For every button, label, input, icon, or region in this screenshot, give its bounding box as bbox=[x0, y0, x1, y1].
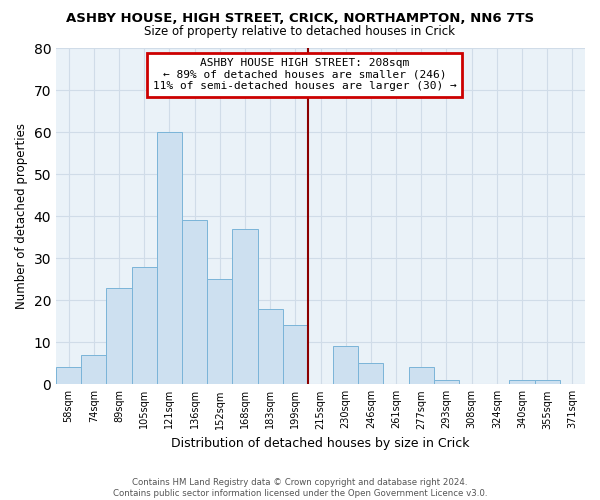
Bar bbox=[535, 380, 560, 384]
Bar bbox=[358, 364, 383, 384]
Bar bbox=[131, 266, 157, 384]
Bar bbox=[333, 346, 358, 385]
Bar bbox=[434, 380, 459, 384]
Bar bbox=[207, 279, 232, 384]
Bar bbox=[509, 380, 535, 384]
Bar bbox=[106, 288, 131, 384]
Bar bbox=[232, 229, 257, 384]
X-axis label: Distribution of detached houses by size in Crick: Distribution of detached houses by size … bbox=[171, 437, 470, 450]
Bar bbox=[257, 308, 283, 384]
Text: ASHBY HOUSE, HIGH STREET, CRICK, NORTHAMPTON, NN6 7TS: ASHBY HOUSE, HIGH STREET, CRICK, NORTHAM… bbox=[66, 12, 534, 26]
Bar bbox=[283, 326, 308, 384]
Bar bbox=[182, 220, 207, 384]
Bar bbox=[56, 368, 81, 384]
Bar bbox=[157, 132, 182, 384]
Y-axis label: Number of detached properties: Number of detached properties bbox=[15, 123, 28, 309]
Text: Size of property relative to detached houses in Crick: Size of property relative to detached ho… bbox=[145, 25, 455, 38]
Bar bbox=[409, 368, 434, 384]
Text: Contains HM Land Registry data © Crown copyright and database right 2024.
Contai: Contains HM Land Registry data © Crown c… bbox=[113, 478, 487, 498]
Bar bbox=[81, 355, 106, 384]
Text: ASHBY HOUSE HIGH STREET: 208sqm
← 89% of detached houses are smaller (246)
11% o: ASHBY HOUSE HIGH STREET: 208sqm ← 89% of… bbox=[153, 58, 457, 92]
